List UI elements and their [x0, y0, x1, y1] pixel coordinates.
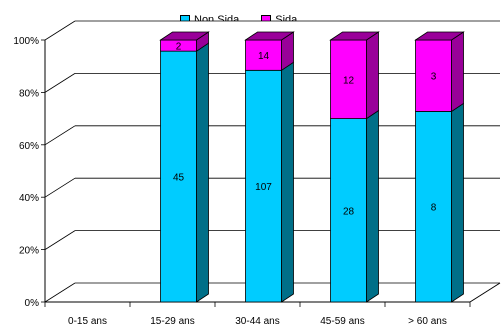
- bar-non-sida: [160, 50, 197, 303]
- x-tick-label: 45-59 ans: [320, 316, 364, 325]
- gridline-depth: [44, 20, 76, 41]
- bar-top: [414, 31, 465, 41]
- bar-side: [366, 109, 379, 303]
- data-label: 107: [255, 182, 272, 193]
- data-label: 12: [343, 75, 355, 86]
- bar-side: [366, 31, 379, 120]
- bar-sida: [330, 39, 367, 119]
- x-tick-label: 30-44 ans: [235, 316, 279, 325]
- y-tick-label: 60%: [19, 141, 39, 152]
- bar-top: [329, 31, 380, 41]
- y-tick-label: 80%: [19, 88, 39, 99]
- y-tick-label: 40%: [19, 193, 39, 204]
- bar-side: [196, 42, 209, 303]
- bar-top: [244, 31, 295, 41]
- bar-top: [159, 31, 210, 41]
- x-tick-label: > 60 ans: [408, 316, 447, 325]
- gridline-depth: [44, 177, 76, 198]
- bar-side: [451, 102, 464, 303]
- x-tick-label: 15-29 ans: [150, 316, 194, 325]
- bar-non-sida: [330, 118, 367, 303]
- data-label: 14: [258, 51, 270, 62]
- bar-non-sida: [245, 69, 282, 303]
- gridline-depth: [44, 282, 76, 303]
- data-label: 8: [431, 203, 437, 214]
- y-tick-label: 20%: [19, 246, 39, 257]
- data-label: 2: [176, 42, 182, 53]
- data-label: 3: [431, 72, 437, 83]
- gridline-depth: [44, 125, 76, 146]
- bar-side: [451, 31, 464, 113]
- y-tick-label: 0%: [25, 298, 40, 309]
- data-label: 28: [343, 206, 355, 217]
- gridline-depth: [44, 230, 76, 250]
- bar-side: [281, 61, 294, 303]
- x-tick-label: 0-15 ans: [68, 316, 107, 325]
- y-tick-label: 100%: [13, 36, 39, 47]
- data-label: 45: [173, 173, 185, 184]
- gridline-depth: [44, 73, 76, 93]
- floor-right-edge: [469, 282, 501, 303]
